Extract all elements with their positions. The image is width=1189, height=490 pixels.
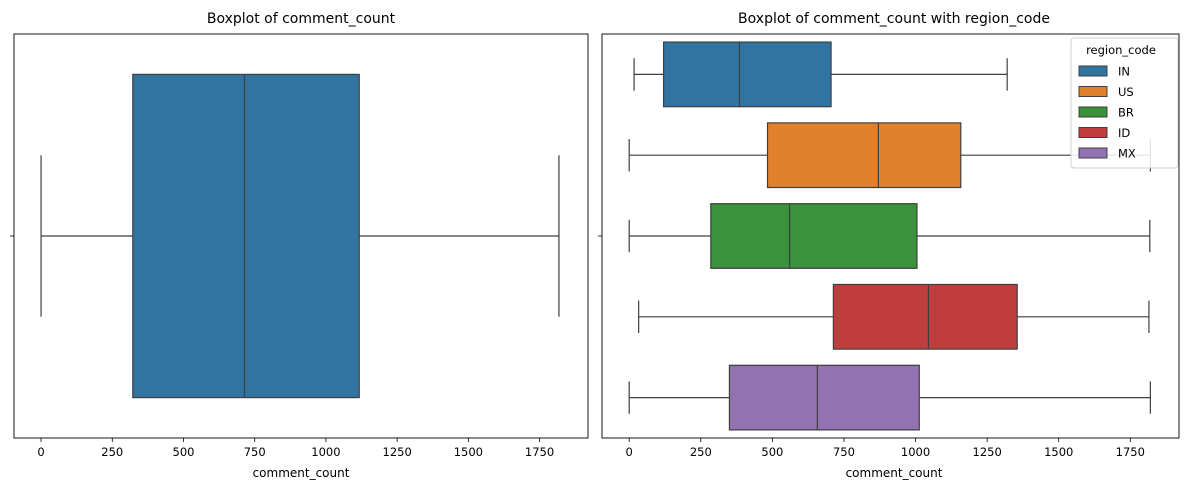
box-id xyxy=(638,283,1150,350)
legend-swatch xyxy=(1078,65,1108,77)
legend-label: US xyxy=(1118,85,1134,99)
x-ticks: 0 250 500 750 1000 1250 1500 1750 xyxy=(626,438,1145,459)
chart-panel-by-region: Boxplot of comment_count with region_cod… xyxy=(598,11,1180,480)
legend-label: MX xyxy=(1118,147,1136,161)
x-axis-label: comment_count xyxy=(253,466,350,480)
x-tick-label: 1000 xyxy=(901,445,930,459)
chart-title: Boxplot of comment_count with region_cod… xyxy=(738,11,1050,27)
x-axis-label: comment_count xyxy=(846,466,943,480)
box-us xyxy=(628,122,1151,189)
legend-swatch xyxy=(1078,127,1108,138)
box-marks xyxy=(628,41,1151,431)
legend-items: IN US BR ID MX xyxy=(1078,65,1136,161)
x-tick-label: 1750 xyxy=(1116,445,1145,459)
iqr-box xyxy=(710,203,918,269)
x-tick-label: 1750 xyxy=(525,445,554,459)
legend-label: BR xyxy=(1118,106,1134,120)
x-tick-label: 1250 xyxy=(383,445,412,459)
box-marks xyxy=(40,73,560,399)
x-tick-label: 1250 xyxy=(973,445,1002,459)
chart-panel-overall: Boxplot of comment_count 0 250 500 750 1000 1… xyxy=(10,11,589,480)
x-tick-label: 250 xyxy=(690,445,712,459)
x-tick-label: 750 xyxy=(833,445,855,459)
x-tick-label: 750 xyxy=(244,445,266,459)
iqr-box xyxy=(832,283,1018,350)
legend-item-id: ID xyxy=(1078,126,1130,140)
chart-title: Boxplot of comment_count xyxy=(207,11,396,27)
x-tick-label: 500 xyxy=(173,445,195,459)
legend-swatch xyxy=(1078,147,1108,159)
x-tick-label: 1500 xyxy=(1044,445,1073,459)
x-tick-label: 0 xyxy=(626,445,633,459)
box-in xyxy=(633,41,1008,108)
legend-item-mx: MX xyxy=(1078,147,1136,161)
legend-item-br: BR xyxy=(1078,106,1134,120)
box-br xyxy=(628,203,1151,269)
x-tick-label: 1000 xyxy=(311,445,340,459)
iqr-box xyxy=(728,364,920,431)
legend-label: ID xyxy=(1118,126,1130,140)
x-tick-label: 0 xyxy=(37,445,44,459)
legend-swatch xyxy=(1078,86,1108,97)
legend-item-us: US xyxy=(1078,85,1134,99)
iqr-box xyxy=(662,41,832,108)
iqr-box xyxy=(766,122,962,189)
x-ticks: 0 250 500 750 1000 1250 1500 1750 xyxy=(37,438,554,459)
x-tick-label: 250 xyxy=(101,445,123,459)
box-overall xyxy=(40,73,560,399)
legend: region_code IN US BR ID MX xyxy=(1070,37,1179,169)
legend-item-in: IN xyxy=(1078,65,1130,79)
iqr-box xyxy=(132,73,360,399)
legend-label: IN xyxy=(1118,65,1130,79)
legend-swatch xyxy=(1078,106,1108,118)
legend-title: region_code xyxy=(1086,43,1156,57)
x-tick-label: 1500 xyxy=(454,445,483,459)
x-tick-label: 500 xyxy=(761,445,783,459)
box-mx xyxy=(628,364,1151,431)
